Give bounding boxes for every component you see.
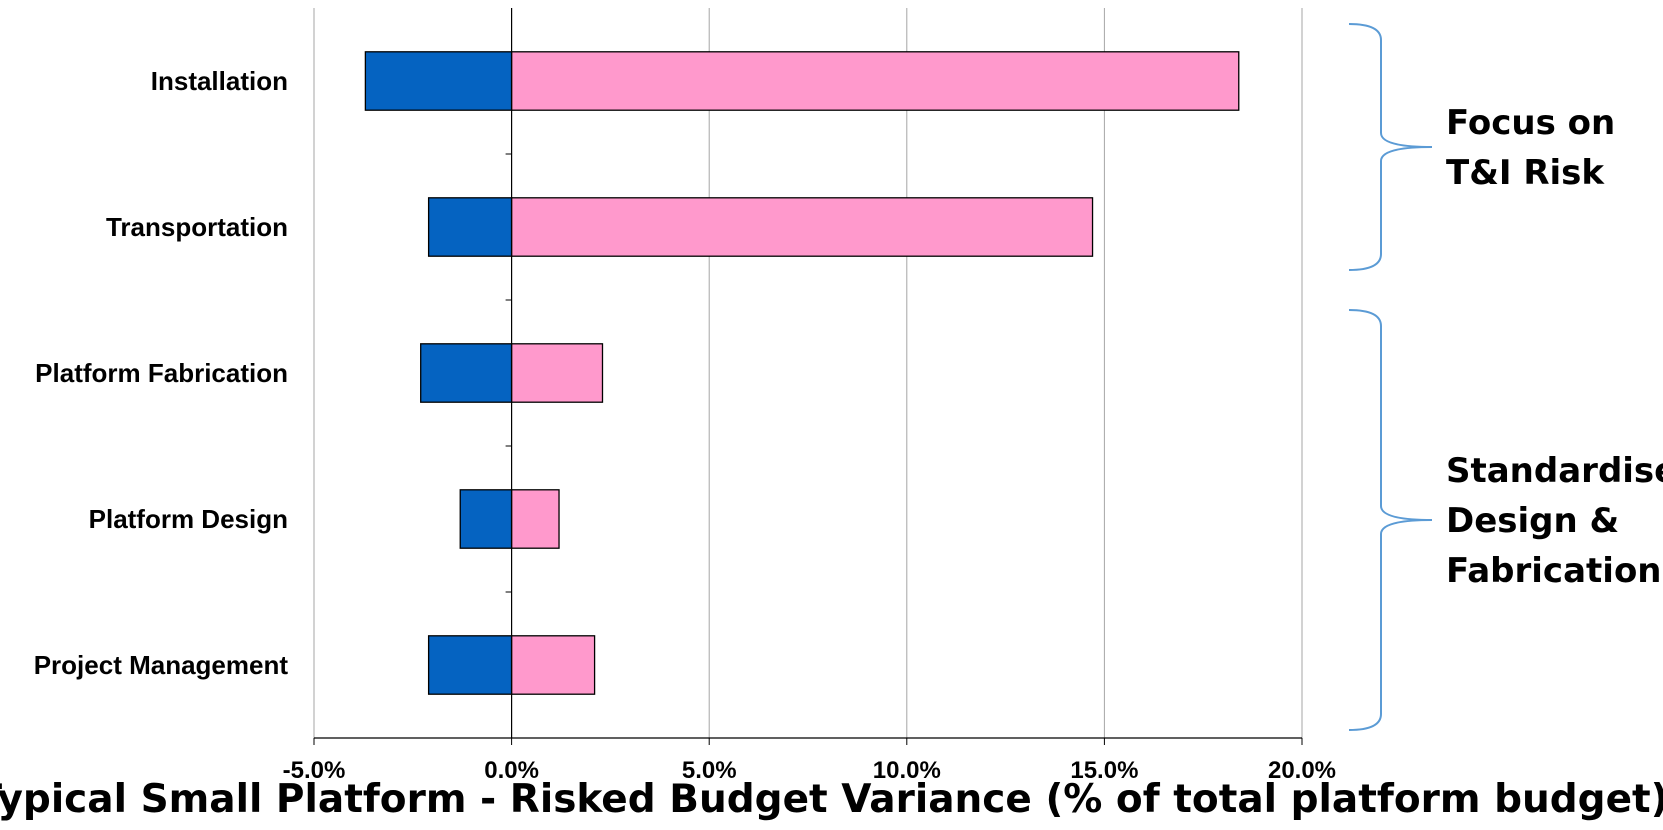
curly-bracket [1348,309,1433,731]
x-tick-label: 0.0% [484,757,539,784]
x-tick-label: -5.0% [283,757,346,784]
bar-positive [510,197,1094,257]
axes [313,8,1303,745]
x-axis-label: Typical Small Platform - Risked Budget V… [0,777,1663,822]
annotation-text: Focus on [1446,103,1615,143]
bar-positive [510,635,596,695]
bar-negative [427,635,513,695]
category-label: Project Management [34,650,289,680]
category-label: Platform Fabrication [35,358,288,388]
curly-bracket [1348,23,1433,271]
bar-negative [459,489,513,549]
category-labels: Installation Transportation Platform Fabri… [34,66,289,680]
annotation-text: Standardise [1446,451,1663,491]
bars [364,51,1240,695]
bar-positive [510,489,560,549]
x-tick-label: 20.0% [1268,757,1336,784]
bar-positive [510,51,1240,111]
bar-negative [427,197,513,257]
bar-negative [420,343,513,403]
annotation-text: Fabrication [1446,551,1662,591]
bar-negative [364,51,513,111]
x-tick-label: 5.0% [682,757,737,784]
category-label: Platform Design [89,504,288,534]
gridlines [313,8,1303,738]
x-tick-label: 10.0% [873,757,941,784]
annotations: Focus on T&I Risk Standardise Design & Fabri… [1348,23,1663,731]
x-tick-labels: -5.0% 0.0% 5.0% 10.0% 15.0% 20.0% [283,757,1336,784]
category-label: Transportation [106,212,288,242]
bar-positive [510,343,604,403]
x-tick-label: 15.0% [1070,757,1138,784]
annotation-text: T&I Risk [1446,153,1605,193]
annotation-text: Design & [1446,501,1619,541]
category-label: Installation [151,66,288,96]
